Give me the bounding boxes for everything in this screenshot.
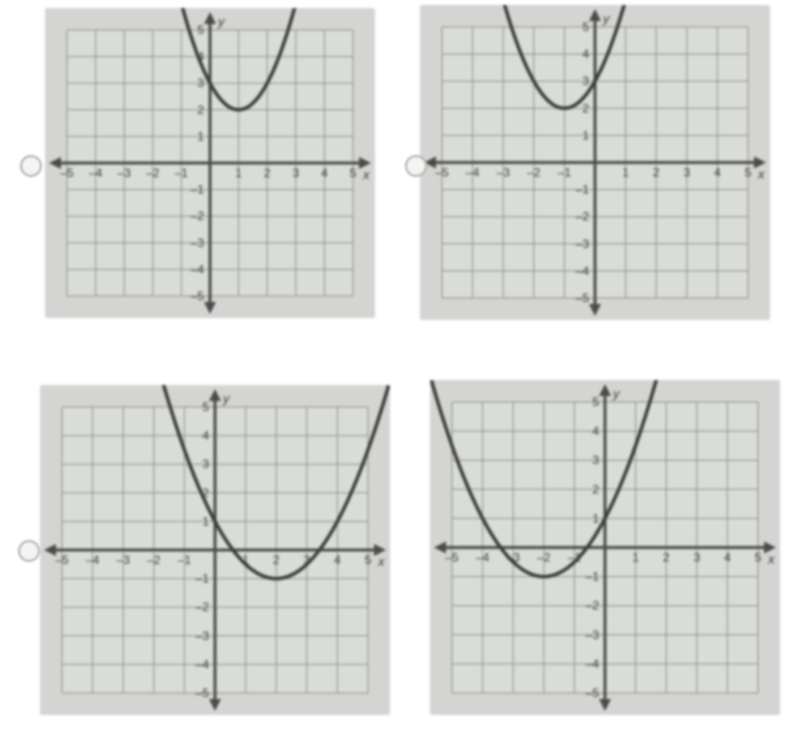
svg-text:2: 2 — [273, 553, 280, 567]
svg-text:–4: –4 — [191, 262, 205, 276]
svg-text:2: 2 — [592, 482, 599, 496]
svg-text:–2: –2 — [196, 600, 210, 614]
svg-text:–2: –2 — [537, 551, 551, 565]
graph-b-card: –5–4–3–2–112345–5–4–3–2–112345xy — [420, 5, 770, 320]
svg-text:–5: –5 — [196, 686, 210, 700]
svg-text:–1: –1 — [178, 553, 192, 567]
svg-text:x: x — [757, 167, 765, 182]
svg-text:–3: –3 — [118, 166, 132, 180]
svg-text:4: 4 — [592, 424, 599, 438]
svg-text:–1: –1 — [558, 166, 572, 180]
svg-text:4: 4 — [202, 429, 209, 443]
svg-text:–5: –5 — [191, 289, 205, 303]
graph-b-radio[interactable] — [405, 155, 427, 177]
svg-text:y: y — [612, 386, 621, 401]
svg-text:5: 5 — [755, 551, 762, 565]
svg-text:–3: –3 — [576, 237, 590, 251]
svg-text:–1: –1 — [196, 572, 210, 586]
svg-text:3: 3 — [202, 457, 209, 471]
svg-text:–4: –4 — [576, 264, 590, 278]
svg-text:x: x — [377, 554, 385, 569]
svg-text:3: 3 — [292, 166, 299, 180]
svg-text:1: 1 — [235, 166, 242, 180]
svg-text:–3: –3 — [586, 628, 600, 642]
svg-text:2: 2 — [582, 101, 589, 115]
svg-text:y: y — [217, 14, 226, 29]
svg-text:–3: –3 — [196, 629, 210, 643]
svg-text:4: 4 — [714, 166, 721, 180]
svg-text:–5: –5 — [55, 553, 69, 567]
svg-text:3: 3 — [683, 166, 690, 180]
graph-a-card: –5–4–3–2–112345–5–4–3–2–112345xy — [45, 8, 375, 318]
svg-text:2: 2 — [653, 166, 660, 180]
svg-text:5: 5 — [745, 166, 752, 180]
svg-text:–5: –5 — [60, 166, 74, 180]
svg-text:5: 5 — [582, 20, 589, 34]
svg-text:3: 3 — [592, 453, 599, 467]
svg-text:–3: –3 — [497, 166, 511, 180]
svg-text:3: 3 — [693, 551, 700, 565]
svg-text:–4: –4 — [89, 166, 103, 180]
svg-text:1: 1 — [202, 514, 209, 528]
graph-c-card: –5–4–3–2–112345–5–4–3–2–112345xy — [40, 385, 390, 715]
graph-c-radio[interactable] — [18, 540, 40, 562]
svg-text:4: 4 — [582, 47, 589, 61]
svg-text:5: 5 — [592, 395, 599, 409]
graph-d-card: –5–4–3–2–112345–5–4–3–2–112345xy — [430, 380, 780, 715]
svg-text:–2: –2 — [527, 166, 541, 180]
svg-text:–3: –3 — [191, 236, 205, 250]
svg-text:–5: –5 — [435, 166, 449, 180]
svg-text:2: 2 — [264, 166, 271, 180]
svg-text:–1: –1 — [586, 570, 600, 584]
svg-text:–1: –1 — [576, 183, 590, 197]
svg-text:–4: –4 — [476, 551, 490, 565]
svg-text:1: 1 — [632, 551, 639, 565]
svg-text:–2: –2 — [586, 599, 600, 613]
svg-text:–4: –4 — [86, 553, 100, 567]
svg-text:3: 3 — [197, 76, 204, 90]
svg-text:1: 1 — [622, 166, 629, 180]
svg-text:x: x — [362, 167, 370, 182]
graph-a-radio[interactable] — [20, 155, 42, 177]
svg-text:–4: –4 — [196, 657, 210, 671]
svg-text:2: 2 — [197, 103, 204, 117]
svg-text:–2: –2 — [147, 553, 161, 567]
svg-text:y: y — [602, 11, 611, 26]
svg-text:5: 5 — [202, 400, 209, 414]
svg-text:–1: –1 — [175, 166, 189, 180]
svg-text:–2: –2 — [576, 210, 590, 224]
svg-text:–3: –3 — [117, 553, 131, 567]
svg-text:–5: –5 — [576, 291, 590, 305]
svg-text:–2: –2 — [146, 166, 160, 180]
svg-text:y: y — [222, 391, 231, 406]
svg-text:–1: –1 — [191, 183, 205, 197]
svg-text:–2: –2 — [191, 209, 205, 223]
svg-text:2: 2 — [663, 551, 670, 565]
page: –5–4–3–2–112345–5–4–3–2–112345xy–5–4–3–2… — [0, 0, 800, 731]
svg-text:–4: –4 — [586, 657, 600, 671]
svg-text:4: 4 — [334, 553, 341, 567]
svg-text:3: 3 — [582, 74, 589, 88]
svg-text:–5: –5 — [586, 686, 600, 700]
svg-text:–4: –4 — [466, 166, 480, 180]
svg-text:5: 5 — [197, 23, 204, 37]
svg-text:1: 1 — [582, 128, 589, 142]
svg-text:5: 5 — [365, 553, 372, 567]
svg-text:x: x — [767, 552, 775, 567]
svg-text:1: 1 — [592, 511, 599, 525]
svg-text:5: 5 — [350, 166, 357, 180]
svg-text:4: 4 — [724, 551, 731, 565]
svg-text:–5: –5 — [445, 551, 459, 565]
svg-text:1: 1 — [197, 129, 204, 143]
svg-text:4: 4 — [321, 166, 328, 180]
